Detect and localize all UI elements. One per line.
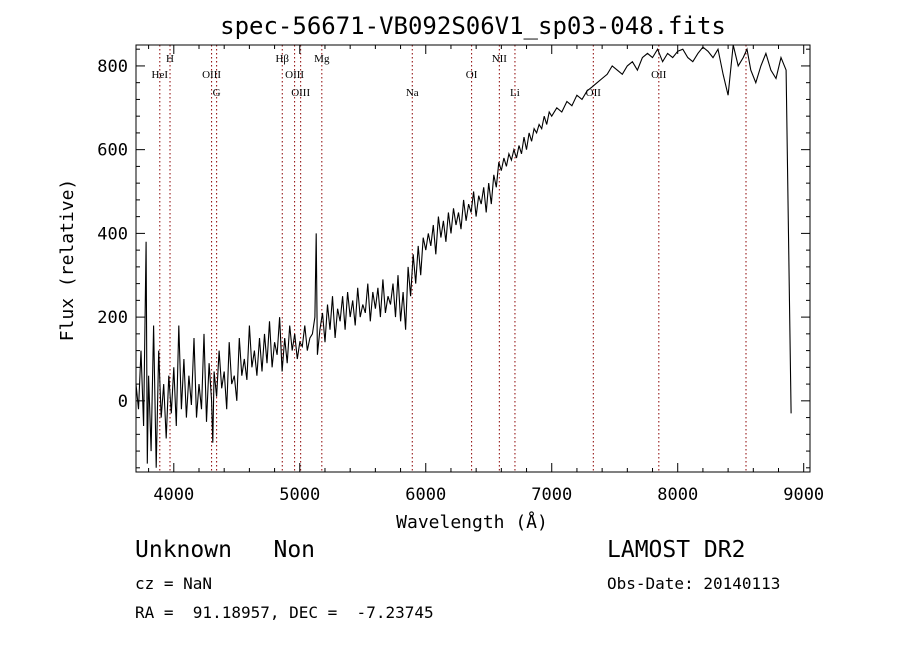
spectrum-line <box>135 44 792 468</box>
y-tick-label: 600 <box>97 141 128 161</box>
x-tick-label: 4000 <box>153 485 194 505</box>
spectral-line-label: OI <box>466 69 478 81</box>
y-tick-label: 400 <box>97 224 128 244</box>
spectral-line-label: OIII <box>291 87 310 99</box>
x-tick-label: 7000 <box>531 485 572 505</box>
chart-title: spec-56671-VB092S06V1_sp03-048.fits <box>220 12 726 40</box>
spectral-line-label: H <box>166 53 174 65</box>
spectral-line-label: Mg <box>314 53 330 65</box>
y-tick-label: 800 <box>97 57 128 77</box>
spectral-line-label: Hβ <box>275 53 289 65</box>
spectral-line-labels: HeI H OIII G Hβ OIII OIII Mg Na OI NII Li OII OII <box>152 53 667 99</box>
y-tick-label: 0 <box>118 392 128 412</box>
spectral-line-label: Li <box>510 87 520 99</box>
x-axis-label: Wavelength (Å) <box>396 511 548 533</box>
coordinates: RA = 91.18957, DEC = -7.23745 <box>135 603 434 622</box>
x-tick-label: 6000 <box>405 485 446 505</box>
x-tick-label: 9000 <box>783 485 824 505</box>
spectral-line-label: OIII <box>202 69 221 81</box>
y-axis-label: Flux (relative) <box>57 179 78 342</box>
y-axis-ticks: 0 200 400 600 800 <box>97 48 810 469</box>
spectral-line-label: OII <box>586 87 602 99</box>
spectral-line-label: Na <box>406 87 419 99</box>
x-tick-label: 8000 <box>657 485 698 505</box>
x-tick-label: 5000 <box>279 485 320 505</box>
spectral-line-label: G <box>213 87 221 99</box>
object-class: Unknown Non <box>135 537 316 563</box>
plot-frame <box>135 44 811 473</box>
redshift-value: cz = NaN <box>135 574 213 593</box>
spectral-line-markers <box>159 45 747 472</box>
survey-name: LAMOST DR2 <box>607 537 746 563</box>
x-axis-ticks: 4000 5000 6000 7000 8000 9000 <box>148 45 824 505</box>
y-tick-label: 200 <box>97 308 128 328</box>
spectral-line-label: OII <box>651 69 667 81</box>
spectral-line-label: HeI <box>152 69 169 81</box>
observation-date: Obs-Date: 20140113 <box>607 574 781 593</box>
spectral-line-label: NII <box>492 53 508 65</box>
spectral-line-label: OIII <box>285 69 304 81</box>
spectrum-chart: spec-56671-VB092S06V1_sp03-048.fits HeIH… <box>57 12 824 533</box>
